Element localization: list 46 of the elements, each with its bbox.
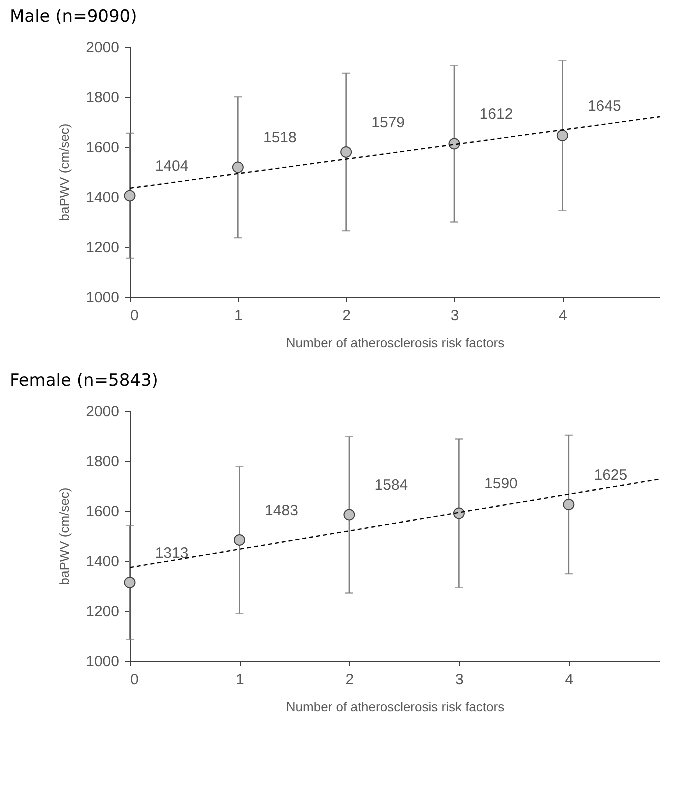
point [340, 146, 352, 158]
x-tick-label: 3 [456, 672, 464, 688]
y-tick-label: 1000 [86, 290, 120, 306]
x-axis-title: Number of atherosclerosis risk factors [286, 336, 506, 350]
x-tick-label: 0 [130, 308, 139, 324]
data-label: 1579 [372, 114, 406, 132]
point [124, 190, 136, 202]
x-tick-label: 3 [450, 308, 460, 324]
y-tick-label: 1400 [86, 554, 120, 570]
point [232, 162, 244, 174]
data-label: 1404 [155, 158, 189, 175]
y-axis-title: baPWV (cm/sec) [57, 124, 72, 222]
x-tick-label: 2 [342, 308, 351, 324]
y-tick-label: 1200 [86, 604, 120, 620]
y-tick-label: 1600 [86, 140, 120, 156]
data-label: 1518 [263, 130, 297, 146]
data-label: 1590 [484, 476, 518, 492]
point [234, 534, 246, 546]
y-tick-label: 1600 [86, 504, 120, 520]
y-tick-label: 1000 [86, 654, 120, 670]
y-tick-label: 1200 [86, 240, 120, 256]
chart-title: Male (n=9090) [10, 7, 138, 27]
data-label: 1625 [594, 466, 628, 484]
data-label: 1645 [588, 98, 622, 115]
x-axis-title: Number of atherosclerosis risk factors [286, 700, 506, 714]
chart-title: Female (n=5843) [10, 371, 158, 391]
point [344, 509, 356, 521]
y-tick-label: 1800 [86, 90, 120, 106]
y-axis-title: baPWV (cm/sec) [57, 488, 72, 586]
x-tick-label: 1 [236, 672, 244, 688]
x-tick-label: 0 [130, 672, 139, 688]
x-tick-label: 2 [346, 672, 354, 688]
y-tick-label: 1400 [86, 190, 120, 206]
data-label: 1584 [374, 477, 408, 494]
y-tick-label: 2000 [86, 404, 120, 420]
x-tick-label: 4 [558, 308, 568, 324]
data-label: 1313 [155, 544, 189, 562]
y-tick-label: 1800 [86, 454, 120, 470]
point [124, 577, 136, 588]
data-label: 1483 [265, 502, 298, 520]
x-tick-label: 4 [565, 672, 574, 688]
y-tick-label: 2000 [86, 40, 120, 56]
point [556, 130, 568, 142]
data-label: 1612 [480, 106, 514, 123]
point [563, 499, 575, 510]
x-tick-label: 1 [234, 308, 243, 324]
